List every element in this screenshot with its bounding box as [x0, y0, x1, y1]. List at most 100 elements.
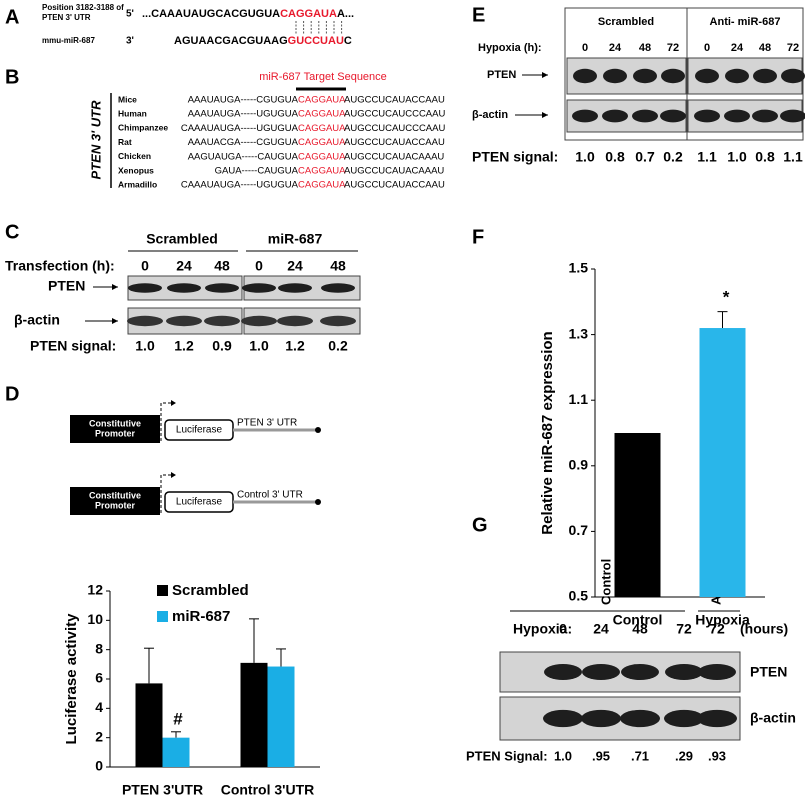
lane-label: 0 [559, 621, 567, 637]
blot-band [242, 283, 276, 293]
lane-label: 0 [255, 258, 263, 274]
y-tick-label: 0.5 [569, 588, 589, 604]
bar [135, 683, 163, 767]
x-tick-label: Control 3'UTR [221, 782, 315, 798]
species-name: Chimpanzee [118, 123, 168, 133]
signal-value: .93 [708, 748, 726, 763]
x-tick-label: Hypoxia [695, 612, 750, 628]
lane-label: 0 [704, 42, 710, 54]
label: PTEN signal: [30, 338, 116, 354]
blot-band [752, 109, 778, 123]
label: mmu-miR-687 [42, 36, 95, 45]
arrow-head [171, 472, 176, 478]
lane-label: 24 [609, 42, 622, 54]
species-name: Rat [118, 137, 132, 147]
signal-value: 1.0 [135, 338, 155, 354]
bar [162, 737, 190, 767]
x-tick-label: PTEN 3'UTR [122, 782, 203, 798]
label: Transfection (h): [5, 258, 115, 274]
sequence-part: CAGGAUA [280, 8, 337, 20]
blot-label: PTEN [750, 664, 787, 680]
label: PTEN signal: [472, 149, 558, 165]
region-label: PTEN 3' UTR [88, 100, 103, 180]
label: PTEN 3' UTR [237, 418, 297, 429]
blot-band [205, 283, 239, 293]
lane-label: 48 [639, 42, 651, 54]
sequence: AUGCCUCAUACAAAU [344, 151, 444, 162]
target-label: miR-687 Target Sequence [259, 71, 387, 83]
lane-label: 24 [176, 258, 192, 274]
y-tick-label: 0.7 [569, 522, 589, 538]
lane-label: 48 [330, 258, 346, 274]
blot-band [241, 315, 277, 327]
y-tick-label: 2 [95, 728, 103, 744]
signal-value: 0.8 [605, 149, 625, 165]
blot-band [278, 283, 312, 293]
sequence: AAAUAUGA-----CGUGUA [188, 95, 299, 106]
label: 3' [126, 36, 134, 47]
y-tick-label: 1.5 [569, 260, 589, 276]
lane-label: 24 [593, 621, 609, 637]
panel-letter: E [472, 4, 485, 26]
lane-label: 72 [676, 621, 692, 637]
signal-value: 0.9 [212, 338, 232, 354]
blot-label: β-actin [14, 312, 60, 328]
blot-band [320, 315, 356, 327]
y-tick-label: 1.1 [569, 391, 589, 407]
blot-band [780, 109, 805, 123]
signal-value: .71 [631, 748, 649, 763]
blot-band [544, 664, 582, 680]
y-tick-label: 8 [95, 640, 103, 656]
sequence: CAAAUAUGA-----UGUGUA [181, 180, 299, 191]
bar [240, 662, 268, 767]
species-name: Mice [118, 94, 137, 104]
species-name: Chicken [118, 151, 151, 161]
blot-band [698, 664, 736, 680]
blot-band [167, 283, 201, 293]
blot-band [573, 68, 597, 84]
sequence: CAAAUAUGA-----UGUGUA [181, 123, 299, 134]
blot-band [724, 109, 750, 123]
arrow-head [542, 72, 548, 78]
lane-label: 24 [731, 42, 744, 54]
blot-band [204, 315, 240, 327]
blot-band [632, 109, 658, 123]
blot-band [127, 315, 163, 327]
blot-label: PTEN [48, 278, 85, 294]
arrow-head [112, 318, 118, 324]
species-name: Armadillo [118, 179, 157, 189]
species-name: Human [118, 108, 147, 118]
lane-label: 0 [582, 42, 588, 54]
sequence: AUGCCUCAUACCAAU [344, 95, 445, 106]
blot-band [697, 709, 737, 728]
sequence: GAUA-----CAUGUA [215, 166, 299, 177]
y-tick-label: 6 [95, 670, 103, 686]
sequence: AUGCCUCAUACCAAU [344, 137, 445, 148]
lane-label: 48 [214, 258, 230, 274]
blot-band [753, 68, 777, 84]
y-tick-label: 12 [87, 582, 103, 598]
y-axis-label: Luciferase activity [63, 613, 80, 745]
blot-band [128, 283, 162, 293]
sequence: ...CAAAUAUGCACGUGUACAGGAUAA... [142, 8, 354, 20]
blot-band [660, 109, 686, 123]
signal-value: 1.0 [554, 748, 572, 763]
seed: CAGGAUA [298, 180, 346, 191]
signal-value: .29 [675, 748, 693, 763]
lane-label: 48 [632, 621, 648, 637]
sequence: AUGCCUCAUCCCAAU [344, 109, 445, 120]
blot-band [621, 664, 659, 680]
signal-value: 1.0 [575, 149, 595, 165]
seed: CAGGAUA [298, 137, 346, 148]
signal-value: 1.1 [697, 149, 717, 165]
label: Hypoxia (h): [478, 42, 542, 54]
blot-band [664, 709, 704, 728]
blot-label: β-actin [472, 109, 508, 121]
blot-band [572, 109, 598, 123]
y-tick-label: 0 [95, 758, 103, 774]
arrow-head [171, 400, 176, 406]
blot-band [694, 109, 720, 123]
blot-band [582, 664, 620, 680]
